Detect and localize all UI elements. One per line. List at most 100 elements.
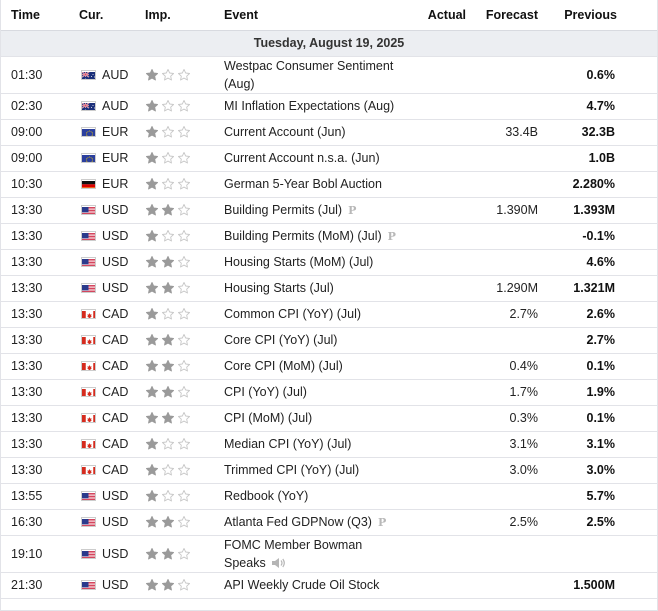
event-row[interactable]: 13:30 USD Building Permits (MoM) (Jul) P -0.… [1,223,657,250]
event-row[interactable]: 13:30 CAD CPI (YoY) (Jul) 1.7% 1.9% [1,379,657,406]
event-time: 13:30 [1,405,69,432]
star-empty-icon [161,68,175,82]
event-cell[interactable]: Housing Starts (Jul) [224,275,401,302]
event-forecast [468,93,538,120]
preliminary-icon[interactable]: P [377,516,387,529]
event-row[interactable]: 09:00 EUR Current Account n.s.a. (Jun) 1.0B [1,145,657,172]
event-row[interactable]: 13:30 CAD Median CPI (YoY) (Jul) 3.1% 3.1% [1,431,657,458]
event-cell[interactable]: Atlanta Fed GDPNow (Q3) P [224,509,401,536]
event-currency: CAD [69,405,135,432]
star-filled-icon [145,437,159,451]
event-row[interactable]: 02:30 AUD MI Inflation Expectations (Aug) 4… [1,93,657,120]
event-currency: USD [69,509,135,536]
event-cell[interactable]: Current Account (Jun) [224,119,401,146]
header-importance[interactable]: Imp. [135,0,224,31]
header-currency[interactable]: Cur. [69,0,135,31]
event-row[interactable]: 13:30 USD Building Permits (Jul) P 1.390M 1.3… [1,197,657,224]
event-name[interactable]: MI Inflation Expectations (Aug) [224,99,395,113]
event-time: 13:30 [1,353,69,380]
header-previous[interactable]: Previous [538,0,657,31]
event-row[interactable]: 13:55 USD Redbook (YoY) 5.7% [1,483,657,510]
event-name[interactable]: Redbook (YoY) [224,489,309,503]
event-row[interactable]: 09:00 EUR Current Account (Jun) 33.4B 32.3B [1,119,657,146]
event-cell[interactable]: Core CPI (YoY) (Jul) [224,327,401,354]
event-name[interactable]: Housing Starts (MoM) (Jul) [224,255,374,269]
date-label: Tuesday, August 19, 2025 [1,30,657,57]
event-name[interactable]: Core CPI (YoY) (Jul) [224,333,338,347]
event-row[interactable]: 21:30 USD API Weekly Crude Oil Stock 1.500M [1,572,657,599]
event-row[interactable]: 19:10 USD FOMC Member Bowman Speaks [1,535,657,573]
event-importance [135,535,224,573]
event-cell[interactable]: Core CPI (MoM) (Jul) [224,353,401,380]
star-filled-icon [161,578,175,592]
preliminary-icon[interactable]: P [387,230,396,243]
event-row[interactable]: 13:30 USD Housing Starts (Jul) 1.290M 1.321M [1,275,657,302]
event-currency: AUD [69,93,135,120]
event-actual [401,119,468,146]
event-row[interactable]: 13:30 CAD Core CPI (MoM) (Jul) 0.4% 0.1% [1,353,657,380]
event-row[interactable]: 01:30 AUD Westpac Consumer Sentiment (Aug)… [1,56,657,94]
header-actual[interactable]: Actual [401,0,468,31]
event-name[interactable]: Atlanta Fed GDPNow (Q3) [224,515,372,529]
event-forecast [468,572,538,599]
event-row[interactable]: 10:30 EUR German 5-Year Bobl Auction 2.280% [1,171,657,198]
event-importance [135,119,224,146]
event-cell[interactable]: German 5-Year Bobl Auction [224,171,401,198]
event-cell[interactable]: Building Permits (MoM) (Jul) P [224,223,401,250]
star-filled-icon [161,385,175,399]
event-name[interactable]: FOMC Member Bowman Speaks [224,537,363,570]
event-cell[interactable]: API Weekly Crude Oil Stock [224,572,401,599]
event-row[interactable]: 13:30 CAD Core CPI (YoY) (Jul) 2.7% [1,327,657,354]
event-name[interactable]: Building Permits (Jul) [224,203,343,217]
event-name[interactable]: Core CPI (MoM) (Jul) [224,359,343,373]
event-cell[interactable]: Westpac Consumer Sentiment (Aug) [224,56,401,94]
event-cell[interactable]: Median CPI (YoY) (Jul) [224,431,401,458]
event-cell[interactable]: Redbook (YoY) [224,483,401,510]
event-row[interactable]: 13:30 CAD Common CPI (YoY) (Jul) 2.7% 2.6% [1,301,657,328]
event-cell[interactable]: Trimmed CPI (YoY) (Jul) [224,457,401,484]
event-name[interactable]: Median CPI (YoY) (Jul) [224,437,352,451]
event-name[interactable]: API Weekly Crude Oil Stock [224,578,380,592]
us-flag-icon [81,548,96,559]
event-cell[interactable]: MI Inflation Expectations (Aug) [224,93,401,120]
event-cell[interactable]: Housing Starts (MoM) (Jul) [224,249,401,276]
event-previous [538,535,657,573]
us-flag-icon [81,283,96,293]
currency-code: AUD [102,99,129,113]
event-name[interactable]: Common CPI (YoY) (Jul) [224,307,362,321]
event-time: 13:30 [1,301,69,328]
event-cell[interactable]: CPI (MoM) (Jul) [224,405,401,432]
header-time[interactable]: Time [1,0,69,31]
event-name[interactable]: Housing Starts (Jul) [224,281,334,295]
star-filled-icon [161,547,175,561]
header-forecast[interactable]: Forecast [468,0,538,31]
header-event[interactable]: Event [224,0,401,31]
event-cell[interactable]: Building Permits (Jul) P [224,197,401,224]
event-name[interactable]: Trimmed CPI (YoY) (Jul) [224,463,360,477]
event-name[interactable]: Current Account n.s.a. (Jun) [224,151,380,165]
event-row[interactable]: 13:30 USD Housing Starts (MoM) (Jul) 4.6% [1,249,657,276]
event-time: 09:00 [1,119,69,146]
event-row[interactable]: 16:30 USD Atlanta Fed GDPNow (Q3) P 2.5% 2.5% [1,509,657,536]
star-filled-icon [145,203,159,217]
speaker-icon[interactable] [271,557,285,572]
event-name[interactable]: CPI (YoY) (Jul) [224,385,307,399]
event-name[interactable]: German 5-Year Bobl Auction [224,177,382,191]
event-name[interactable]: CPI (MoM) (Jul) [224,411,313,425]
event-name[interactable]: Current Account (Jun) [224,125,346,139]
event-name[interactable]: Building Permits (MoM) (Jul) [224,229,382,243]
event-forecast: 1.7% [468,379,538,406]
event-actual [401,301,468,328]
event-currency: USD [69,572,135,599]
event-currency: EUR [69,171,135,198]
preliminary-icon[interactable]: P [348,204,357,217]
event-name[interactable]: Westpac Consumer Sentiment (Aug) [224,58,394,91]
event-cell[interactable]: Common CPI (YoY) (Jul) [224,301,401,328]
event-actual [401,223,468,250]
event-cell[interactable]: FOMC Member Bowman Speaks [224,535,401,573]
event-cell[interactable]: CPI (YoY) (Jul) [224,379,401,406]
star-empty-icon [177,281,191,295]
event-row[interactable]: 13:30 CAD Trimmed CPI (YoY) (Jul) 3.0% 3.0% [1,457,657,484]
event-row[interactable]: 13:30 CAD CPI (MoM) (Jul) 0.3% 0.1% [1,405,657,432]
event-cell[interactable]: Current Account n.s.a. (Jun) [224,145,401,172]
